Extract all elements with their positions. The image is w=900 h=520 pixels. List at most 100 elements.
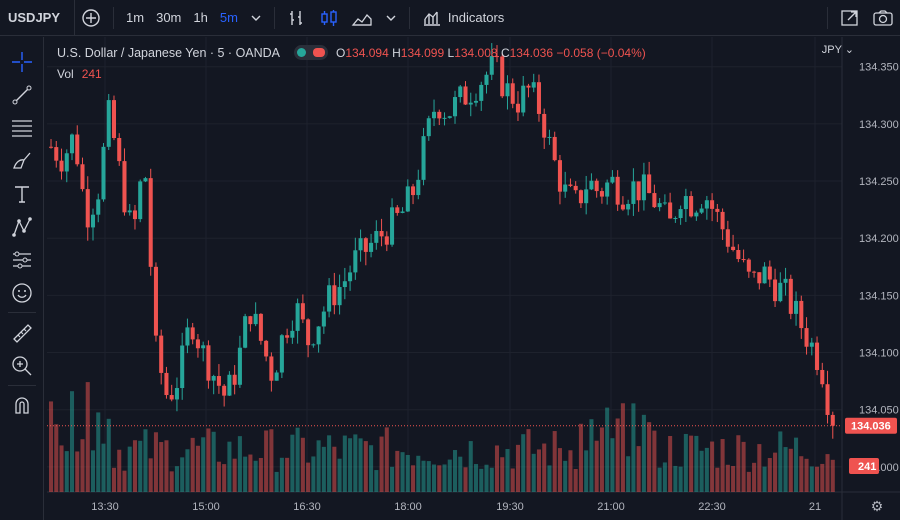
bars-style-button[interactable] bbox=[281, 0, 313, 36]
volume-bar bbox=[227, 441, 232, 492]
volume-bar bbox=[473, 464, 479, 492]
candle-body bbox=[216, 376, 221, 386]
indicators-button[interactable]: Indicators bbox=[416, 0, 510, 36]
volume-bar bbox=[804, 458, 809, 492]
candle-body bbox=[416, 179, 421, 196]
volume-bar bbox=[180, 457, 185, 492]
candle-body bbox=[699, 208, 704, 213]
volume-bar bbox=[552, 431, 557, 492]
candle-body bbox=[668, 202, 673, 219]
time-tick-label: 21:00 bbox=[597, 501, 625, 513]
candle-body bbox=[80, 164, 85, 190]
time-tick-label: 18:00 bbox=[394, 501, 422, 513]
price-chart[interactable]: 134.350 134.300 134.250 134.200 134.150 134.1… bbox=[47, 37, 900, 520]
brush-tool[interactable] bbox=[4, 144, 40, 177]
fib-tool[interactable] bbox=[4, 111, 40, 144]
candle-body bbox=[300, 303, 305, 320]
volume-bar bbox=[578, 423, 583, 492]
time-tick-label: 15:00 bbox=[192, 501, 220, 513]
crosshair-tool[interactable] bbox=[4, 45, 40, 78]
low-value: 134.008 bbox=[454, 45, 498, 60]
ruler-icon bbox=[12, 323, 32, 343]
volume-bar bbox=[416, 455, 421, 492]
candle-body bbox=[778, 282, 783, 302]
measure-tool[interactable] bbox=[4, 316, 40, 349]
volume-bar bbox=[458, 456, 463, 492]
ohlc-values: O134.094 H134.099 L134.008 C134.036 −0.0… bbox=[336, 46, 646, 60]
pattern-tool[interactable] bbox=[4, 210, 40, 243]
volume-bar bbox=[605, 407, 610, 492]
candle-body bbox=[762, 266, 767, 284]
candle-body bbox=[311, 344, 316, 346]
candle-body bbox=[689, 196, 694, 217]
candle-body bbox=[369, 242, 374, 252]
interval-1m[interactable]: 1m bbox=[126, 10, 145, 25]
volume-bar bbox=[641, 414, 646, 492]
candle-body bbox=[132, 210, 137, 220]
fullscreen-button[interactable] bbox=[834, 0, 866, 36]
candle-body bbox=[222, 385, 227, 396]
candle-body bbox=[704, 200, 709, 209]
volume-bar bbox=[584, 450, 589, 492]
candle-body bbox=[589, 180, 594, 190]
volume-bar bbox=[300, 437, 305, 492]
candle-body bbox=[536, 82, 541, 114]
area-style-button[interactable] bbox=[345, 0, 379, 36]
volume-bar bbox=[384, 427, 389, 492]
compare-button[interactable] bbox=[75, 0, 107, 36]
volume-key: Vol bbox=[57, 67, 74, 81]
volume-bar bbox=[694, 435, 699, 492]
price-tick-label: 134.250 bbox=[859, 176, 899, 188]
candles-style-button[interactable] bbox=[313, 0, 345, 36]
candle-body bbox=[678, 209, 683, 219]
smiley-icon bbox=[11, 282, 32, 303]
volume-badge bbox=[849, 458, 879, 474]
brush-icon bbox=[12, 152, 30, 169]
volume-bar bbox=[148, 458, 153, 492]
buy-dot bbox=[297, 48, 307, 57]
volume-bar bbox=[825, 454, 830, 492]
candle-body bbox=[269, 356, 274, 381]
toolbar-divider bbox=[273, 6, 275, 29]
candle-body bbox=[395, 207, 400, 213]
chart-pane[interactable]: U.S. Dollar / Japanese Yen · 5 · OANDA O… bbox=[47, 37, 900, 520]
volume-bar bbox=[468, 441, 473, 492]
candle-body bbox=[521, 85, 526, 113]
interval-30m[interactable]: 30m bbox=[156, 10, 182, 25]
chevron-down-icon: ⌄ bbox=[844, 44, 854, 56]
volume-bar bbox=[117, 449, 122, 492]
candle-body bbox=[122, 161, 127, 213]
volume-bar bbox=[762, 466, 767, 492]
bars-icon bbox=[289, 10, 302, 25]
prediction-tool[interactable] bbox=[4, 243, 40, 276]
interval-5m[interactable]: 5m bbox=[219, 10, 238, 25]
trade-toggle[interactable] bbox=[294, 45, 329, 60]
toolbar-divider bbox=[7, 312, 36, 313]
gear-icon[interactable]: ⚙ bbox=[871, 498, 884, 514]
candle-body bbox=[348, 272, 353, 282]
snapshot-button[interactable] bbox=[866, 0, 900, 36]
volume-bar bbox=[741, 441, 746, 492]
candles-icon bbox=[321, 9, 337, 26]
text-tool[interactable] bbox=[4, 177, 40, 210]
candle-body bbox=[626, 203, 631, 210]
volume-bar bbox=[757, 444, 762, 492]
interval-1h[interactable]: 1h bbox=[193, 10, 208, 25]
trend-line-tool[interactable] bbox=[4, 78, 40, 111]
volume-bar bbox=[599, 427, 604, 492]
zoom-tool[interactable] bbox=[4, 349, 40, 382]
symbol-search[interactable]: USDJPY bbox=[0, 0, 76, 36]
icon-tool[interactable] bbox=[4, 276, 40, 309]
currency-selector[interactable]: JPY ⌄ bbox=[822, 43, 854, 56]
candle-body bbox=[573, 185, 578, 191]
volume-bar bbox=[201, 437, 206, 492]
candle-body bbox=[90, 214, 96, 228]
chart-type-dropdown[interactable] bbox=[379, 0, 403, 36]
volume-bar bbox=[536, 449, 541, 492]
candle-body bbox=[515, 103, 520, 113]
interval-dropdown[interactable] bbox=[244, 0, 268, 36]
magnet-tool[interactable] bbox=[4, 389, 40, 422]
candle-body bbox=[452, 97, 458, 117]
volume-bar bbox=[568, 450, 573, 492]
candle-body bbox=[400, 211, 405, 213]
